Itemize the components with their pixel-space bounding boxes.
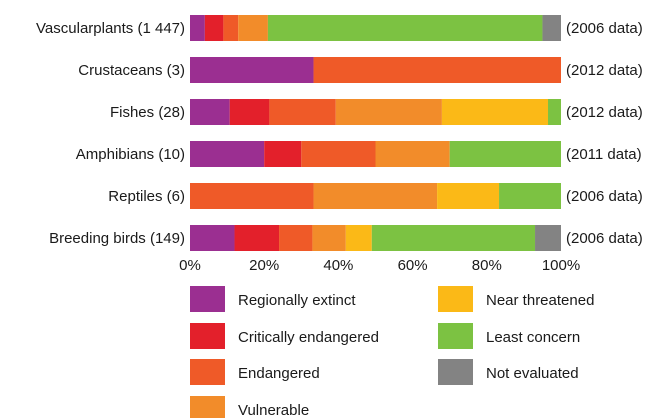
bar-breeding-birds-149-least-concern — [371, 225, 536, 251]
legend-swatch-critically-endangered — [190, 323, 225, 349]
bar-crustaceans-3-endangered — [313, 57, 561, 83]
legend-swatch-not-evaluated — [438, 359, 473, 385]
bar-crustaceans-3-regionally-extinct — [190, 57, 314, 83]
category-label: Vascularplants (1 447) — [36, 20, 185, 37]
x-axis: 0% 20% 40% 60% 80% 100% — [179, 257, 580, 274]
legend-swatch-vulnerable — [190, 396, 225, 418]
legend-swatch-near-threatened — [438, 286, 473, 312]
bar-vascularplants-1-447-critically-endangered — [204, 15, 224, 41]
category-label: Crustaceans (3) — [78, 62, 185, 79]
bars-layer — [190, 15, 561, 251]
bar-breeding-birds-149-critically-endangered — [234, 225, 280, 251]
x-tick-label: 40% — [323, 257, 353, 274]
category-labels: Vascularplants (1 447) Crustaceans (3) Fis… — [36, 20, 185, 247]
bar-fishes-28-near-threatened — [441, 99, 549, 125]
bar-reptiles-6-least-concern — [499, 183, 561, 209]
legend-label-near-threatened: Near threatened — [486, 292, 594, 309]
x-tick-label: 60% — [398, 257, 428, 274]
data-year-label: (2006 data) — [566, 188, 643, 205]
legend-label-least-concern: Least concern — [486, 329, 580, 346]
bar-vascularplants-1-447-not-evaluated — [542, 15, 561, 41]
legend-label-critically-endangered: Critically endangered — [238, 329, 379, 346]
legend-label-regionally-extinct: Regionally extinct — [238, 292, 356, 309]
category-label: Amphibians (10) — [76, 146, 185, 163]
bar-fishes-28-endangered — [269, 99, 336, 125]
bar-amphibians-10-least-concern — [449, 141, 561, 167]
bar-reptiles-6-near-threatened — [437, 183, 500, 209]
legend: Regionally extinct Near threatened Critica… — [190, 286, 594, 418]
x-tick-label: 20% — [249, 257, 279, 274]
category-label: Fishes (28) — [110, 104, 185, 121]
right-labels: (2006 data) (2012 data) (2012 data) (2011 d… — [566, 20, 643, 247]
bar-fishes-28-vulnerable — [335, 99, 442, 125]
legend-label-vulnerable: Vulnerable — [238, 402, 309, 418]
category-label: Breeding birds (149) — [49, 230, 185, 247]
bar-amphibians-10-vulnerable — [375, 141, 450, 167]
x-tick-label: 0% — [179, 257, 201, 274]
bar-breeding-birds-149-regionally-extinct — [190, 225, 235, 251]
category-label: Reptiles (6) — [108, 188, 185, 205]
bar-vascularplants-1-447-least-concern — [267, 15, 543, 41]
bar-amphibians-10-critically-endangered — [264, 141, 302, 167]
legend-label-not-evaluated: Not evaluated — [486, 365, 579, 382]
bar-reptiles-6-endangered — [190, 183, 314, 209]
data-year-label: (2011 data) — [566, 146, 642, 163]
x-tick-label: 80% — [472, 257, 502, 274]
bar-fishes-28-regionally-extinct — [190, 99, 230, 125]
bar-vascularplants-1-447-endangered — [223, 15, 239, 41]
data-year-label: (2006 data) — [566, 230, 643, 247]
x-tick-label: 100% — [542, 257, 580, 274]
legend-swatch-regionally-extinct — [190, 286, 225, 312]
bar-fishes-28-least-concern — [548, 99, 561, 125]
bar-amphibians-10-regionally-extinct — [190, 141, 265, 167]
data-year-label: (2006 data) — [566, 20, 643, 37]
bar-vascularplants-1-447-regionally-extinct — [190, 15, 205, 41]
bar-breeding-birds-149-near-threatened — [345, 225, 372, 251]
bar-breeding-birds-149-vulnerable — [312, 225, 346, 251]
bar-breeding-birds-149-endangered — [279, 225, 313, 251]
bar-breeding-birds-149-not-evaluated — [535, 225, 561, 251]
bar-vascularplants-1-447-vulnerable — [238, 15, 268, 41]
data-year-label: (2012 data) — [566, 62, 643, 79]
legend-swatch-endangered — [190, 359, 225, 385]
bar-fishes-28-critically-endangered — [229, 99, 270, 125]
bar-reptiles-6-vulnerable — [313, 183, 438, 209]
legend-label-endangered: Endangered — [238, 365, 320, 382]
legend-swatch-least-concern — [438, 323, 473, 349]
data-year-label: (2012 data) — [566, 104, 643, 121]
bar-amphibians-10-endangered — [301, 141, 376, 167]
